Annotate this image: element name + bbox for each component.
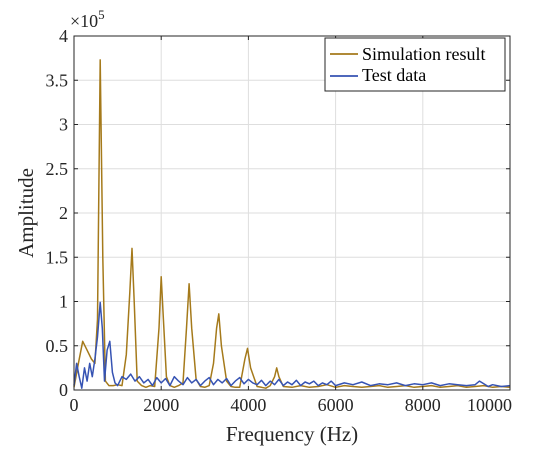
- series-layer: [73, 59, 511, 389]
- y-tick-label-8: 4: [59, 26, 68, 46]
- legend: Simulation result Test data: [324, 37, 506, 92]
- x-tick-label-4: 8000: [405, 395, 441, 415]
- x-tick-label-3: 6000: [318, 395, 354, 415]
- x-tick-label-0: 0: [70, 395, 79, 415]
- x-axis-label: Frequency (Hz): [226, 422, 358, 446]
- y-multiplier-exponent: 5: [98, 7, 105, 22]
- y-tick-label-4: 2: [59, 203, 68, 223]
- series-line-1: [73, 301, 511, 389]
- y-tick-label-1: 0.5: [46, 336, 69, 356]
- y-tick-label-3: 1.5: [46, 247, 69, 267]
- legend-label-simulation: Simulation result: [362, 44, 486, 64]
- y-tick-label-6: 3: [59, 115, 68, 135]
- x-tick-label-5: 10000: [467, 395, 512, 415]
- x-tick-label-1: 2000: [143, 395, 179, 415]
- y-axis-label: Amplitude: [14, 168, 38, 258]
- legend-box: [324, 37, 506, 92]
- y-multiplier: ×105: [70, 7, 105, 31]
- y-multiplier-base: ×10: [70, 11, 98, 31]
- y-tick-label-2: 1: [59, 292, 68, 312]
- y-tick-label-5: 2.5: [46, 159, 69, 179]
- series-line-0: [73, 59, 511, 389]
- x-tick-label-2: 4000: [230, 395, 266, 415]
- y-tick-label-0: 0: [59, 380, 68, 400]
- y-tick-label-7: 3.5: [46, 70, 69, 90]
- tick-labels: 0 2000 4000 6000 8000 10000 0 0.5 1 1.5 2 2.5 3 3.5 4: [46, 26, 513, 415]
- legend-label-test-data: Test data: [362, 65, 426, 85]
